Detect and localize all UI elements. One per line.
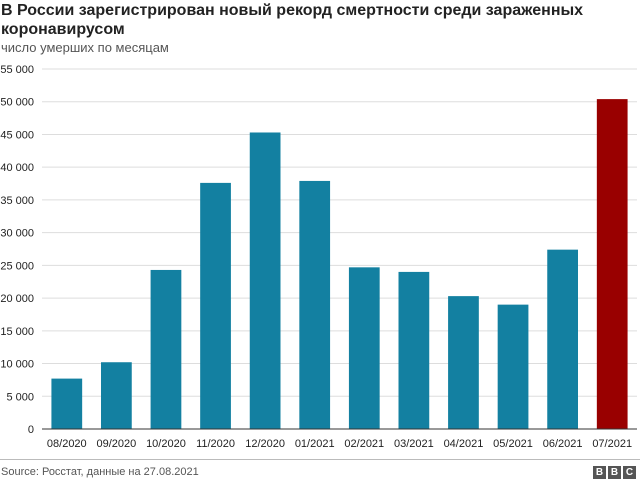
y-tick-label: 45 000 <box>0 129 34 141</box>
x-tick-label: 02/2021 <box>344 438 384 450</box>
bar <box>150 269 182 429</box>
y-tick-label: 40 000 <box>0 162 34 174</box>
y-tick-label: 0 <box>28 424 34 436</box>
y-tick-label: 10 000 <box>0 359 34 371</box>
chart-subtitle: число умерших по месяцам <box>1 40 169 55</box>
y-tick-label: 15 000 <box>0 326 34 338</box>
x-tick-label: 10/2020 <box>146 438 186 450</box>
y-tick-label: 25 000 <box>0 260 34 272</box>
bar <box>448 296 479 429</box>
x-tick-label: 07/2021 <box>592 438 632 450</box>
bar <box>101 362 132 429</box>
bar <box>547 249 578 429</box>
x-tick-label: 06/2021 <box>543 438 583 450</box>
y-tick-label: 30 000 <box>0 228 34 240</box>
bar <box>200 182 231 429</box>
bar-chart: 0 5 000 10 000 15 000 20 000 25 000 30 000 35 0… <box>0 64 637 450</box>
x-tick-label: 11/2020 <box>196 438 235 450</box>
y-axis-ticks: 0 5 000 10 000 15 000 20 000 25 000 30 000 35 0… <box>0 64 34 436</box>
gridlines <box>42 68 637 397</box>
bar <box>398 271 430 429</box>
bbc-logo-block: B <box>608 466 621 479</box>
bar <box>249 132 281 429</box>
x-tick-label: 03/2021 <box>394 438 434 450</box>
bar <box>596 99 628 429</box>
y-tick-label: 5 000 <box>6 391 34 403</box>
bar <box>497 304 529 429</box>
x-tick-label: 12/2020 <box>245 438 285 450</box>
bar <box>299 180 331 429</box>
x-tick-label: 05/2021 <box>493 438 533 450</box>
y-tick-label: 55 000 <box>0 64 34 76</box>
source-note: Source: Росстат, данные на 27.08.2021 <box>1 466 199 478</box>
bars <box>51 99 628 429</box>
x-tick-label: 09/2020 <box>96 438 136 450</box>
bar <box>348 267 380 429</box>
x-axis-ticks: 08/2020 09/2020 10/2020 11/2020 12/2020 01/20… <box>42 428 637 450</box>
x-tick-label: 04/2021 <box>444 438 484 450</box>
bar <box>51 378 83 429</box>
y-tick-label: 35 000 <box>0 195 34 207</box>
bbc-logo-block: B <box>593 466 606 479</box>
x-tick-label: 01/2021 <box>295 438 335 450</box>
bbc-logo-block: C <box>623 466 636 479</box>
chart-title: В России зарегистрирован новый рекорд см… <box>1 2 584 38</box>
x-tick-label: 08/2020 <box>47 438 87 450</box>
y-tick-label: 50 000 <box>0 97 34 109</box>
y-tick-label: 20 000 <box>0 293 34 305</box>
bbc-logo: B B C <box>593 466 636 479</box>
footer-divider <box>0 459 640 460</box>
